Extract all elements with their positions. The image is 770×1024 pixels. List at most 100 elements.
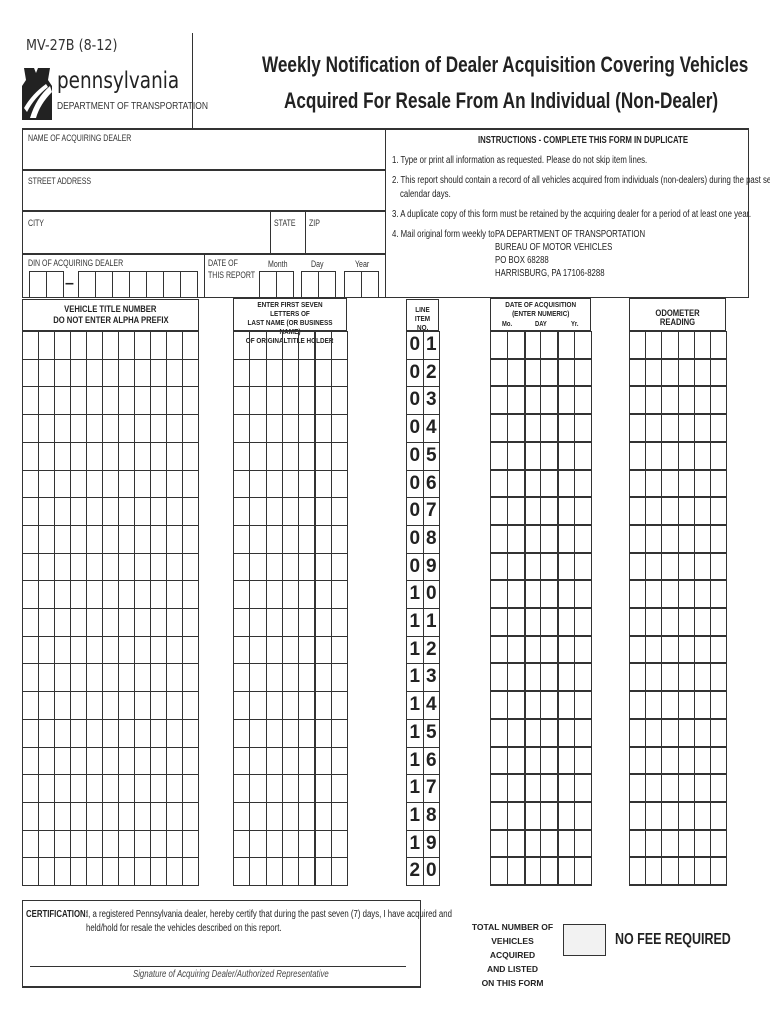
acquisition-date-cell[interactable] xyxy=(523,719,542,748)
last-name-cell[interactable] xyxy=(314,553,332,581)
odometer-cell[interactable] xyxy=(710,386,728,415)
odometer-cell[interactable] xyxy=(693,663,711,692)
last-name-cell[interactable] xyxy=(314,608,332,637)
last-name-cell[interactable] xyxy=(233,747,251,775)
title-number-cell[interactable] xyxy=(38,774,55,803)
odometer-cell[interactable] xyxy=(677,414,695,443)
title-number-cell[interactable] xyxy=(182,608,199,637)
title-number-cell[interactable] xyxy=(70,525,87,554)
odometer-cell[interactable] xyxy=(710,857,728,886)
title-number-cell[interactable] xyxy=(54,442,71,471)
title-number-cell[interactable] xyxy=(38,802,55,831)
title-number-cell[interactable] xyxy=(38,636,55,664)
title-number-cell[interactable] xyxy=(38,663,55,692)
last-name-cell[interactable] xyxy=(314,442,332,471)
title-number-cell[interactable] xyxy=(38,691,55,720)
acquisition-date-cell[interactable] xyxy=(506,553,525,581)
title-number-cell[interactable] xyxy=(22,580,39,609)
acquisition-date-cell[interactable] xyxy=(523,663,542,692)
last-name-cell[interactable] xyxy=(281,359,300,387)
last-name-cell[interactable] xyxy=(330,691,349,720)
acquisition-date-cell[interactable] xyxy=(523,359,542,387)
acquisition-date-cell[interactable] xyxy=(490,857,508,886)
title-number-cell[interactable] xyxy=(22,663,39,692)
odometer-cell[interactable] xyxy=(677,747,695,775)
acquisition-date-cell[interactable] xyxy=(506,857,525,886)
title-number-cell[interactable] xyxy=(134,497,151,526)
title-number-cell[interactable] xyxy=(22,525,39,554)
report-day-cell[interactable] xyxy=(318,271,336,298)
odometer-cell[interactable] xyxy=(693,774,711,803)
report-month-cell[interactable] xyxy=(259,271,277,298)
last-name-cell[interactable] xyxy=(233,386,251,415)
acquisition-date-cell[interactable] xyxy=(490,747,508,775)
title-number-cell[interactable] xyxy=(102,525,119,554)
title-number-cell[interactable] xyxy=(70,719,87,748)
title-number-cell[interactable] xyxy=(134,580,151,609)
title-number-cell[interactable] xyxy=(166,774,183,803)
title-number-cell[interactable] xyxy=(70,553,87,581)
din-cell[interactable] xyxy=(29,271,47,298)
title-number-cell[interactable] xyxy=(118,414,135,443)
last-name-cell[interactable] xyxy=(314,857,332,886)
title-number-cell[interactable] xyxy=(70,747,87,775)
title-number-cell[interactable] xyxy=(86,470,103,498)
last-name-cell[interactable] xyxy=(249,359,267,387)
last-name-cell[interactable] xyxy=(249,857,267,886)
title-number-cell[interactable] xyxy=(54,719,71,748)
acquisition-date-cell[interactable] xyxy=(557,830,575,858)
title-number-cell[interactable] xyxy=(38,747,55,775)
last-name-cell[interactable] xyxy=(298,580,316,609)
last-name-cell[interactable] xyxy=(281,663,300,692)
title-number-cell[interactable] xyxy=(182,663,199,692)
acquisition-date-cell[interactable] xyxy=(574,580,592,609)
last-name-cell[interactable] xyxy=(265,636,283,664)
last-name-cell[interactable] xyxy=(233,857,251,886)
odometer-cell[interactable] xyxy=(645,414,663,443)
acquisition-date-cell[interactable] xyxy=(490,580,508,609)
last-name-cell[interactable] xyxy=(314,580,332,609)
title-number-cell[interactable] xyxy=(150,608,167,637)
title-number-cell[interactable] xyxy=(22,719,39,748)
odometer-cell[interactable] xyxy=(661,580,679,609)
odometer-cell[interactable] xyxy=(710,691,728,720)
odometer-cell[interactable] xyxy=(661,470,679,498)
last-name-cell[interactable] xyxy=(298,442,316,471)
acquisition-date-cell[interactable] xyxy=(506,691,525,720)
title-number-cell[interactable] xyxy=(150,747,167,775)
title-number-cell[interactable] xyxy=(70,386,87,415)
title-number-cell[interactable] xyxy=(54,386,71,415)
title-number-cell[interactable] xyxy=(22,470,39,498)
title-number-cell[interactable] xyxy=(166,608,183,637)
title-number-cell[interactable] xyxy=(22,774,39,803)
acquisition-date-cell[interactable] xyxy=(540,414,559,443)
odometer-cell[interactable] xyxy=(693,525,711,554)
last-name-cell[interactable] xyxy=(281,553,300,581)
title-number-cell[interactable] xyxy=(70,442,87,471)
din-cell[interactable] xyxy=(46,271,64,298)
title-number-cell[interactable] xyxy=(54,691,71,720)
title-number-cell[interactable] xyxy=(102,470,119,498)
odometer-cell[interactable] xyxy=(693,857,711,886)
title-number-cell[interactable] xyxy=(86,497,103,526)
acquisition-date-cell[interactable] xyxy=(523,414,542,443)
title-number-cell[interactable] xyxy=(118,691,135,720)
acquisition-date-cell[interactable] xyxy=(574,857,592,886)
odometer-cell[interactable] xyxy=(629,691,647,720)
report-day-cell[interactable] xyxy=(301,271,319,298)
last-name-cell[interactable] xyxy=(314,497,332,526)
title-number-cell[interactable] xyxy=(166,359,183,387)
last-name-cell[interactable] xyxy=(233,331,251,360)
acquisition-date-cell[interactable] xyxy=(523,636,542,664)
last-name-cell[interactable] xyxy=(281,525,300,554)
title-number-cell[interactable] xyxy=(54,608,71,637)
acquisition-date-cell[interactable] xyxy=(540,525,559,554)
last-name-cell[interactable] xyxy=(298,774,316,803)
title-number-cell[interactable] xyxy=(70,580,87,609)
last-name-cell[interactable] xyxy=(265,386,283,415)
title-number-cell[interactable] xyxy=(86,802,103,831)
title-number-cell[interactable] xyxy=(54,663,71,692)
odometer-cell[interactable] xyxy=(661,857,679,886)
acquisition-date-cell[interactable] xyxy=(557,747,575,775)
last-name-cell[interactable] xyxy=(249,774,267,803)
